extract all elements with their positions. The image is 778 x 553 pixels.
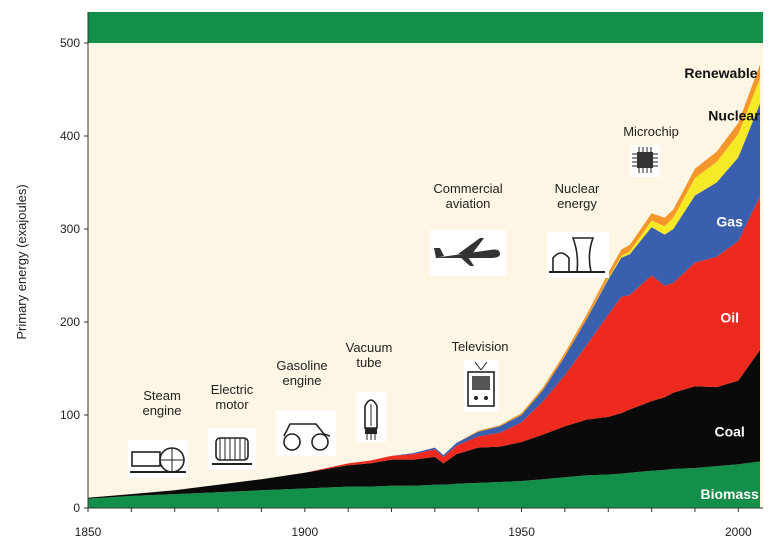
- invention-annotations: Steam engine Electric motor Gasoline engine Va…: [128, 124, 679, 478]
- invention-label: Steam engine: [142, 388, 181, 418]
- y-tick-label: 400: [60, 129, 80, 143]
- y-tick-label: 500: [60, 36, 80, 50]
- axes: 0 100 200 300 400 500 1850 1900 1950 2000: [60, 12, 763, 539]
- microchip-icon: [630, 145, 660, 177]
- y-tick-label: 100: [60, 408, 80, 422]
- x-tick-label: 1950: [508, 525, 535, 539]
- invention-label: Commercial aviation: [433, 181, 502, 211]
- steam-engine-icon: [128, 440, 188, 478]
- invention-label: Microchip: [623, 124, 679, 139]
- label-biomass: Biomass: [700, 486, 759, 502]
- vacuum-tube-icon: [356, 392, 386, 442]
- y-axis-label: Primary energy (exajoules): [14, 184, 29, 339]
- y-tick-label: 0: [73, 501, 80, 515]
- invention-label: Vacuum tube: [346, 340, 393, 370]
- airplane-icon: [430, 230, 506, 276]
- area-coal: [88, 349, 760, 499]
- label-coal: Coal: [714, 424, 744, 440]
- label-renewable: Renewable: [684, 65, 757, 81]
- x-tick-label: 2000: [725, 525, 752, 539]
- invention-label: Gasoline engine: [276, 358, 327, 388]
- invention-label: Nuclear energy: [555, 181, 600, 211]
- y-tick-label: 300: [60, 222, 80, 236]
- x-tick-label: 1850: [75, 525, 102, 539]
- y-tick-label: 200: [60, 315, 80, 329]
- television-icon: [464, 360, 498, 412]
- area-oil: [88, 196, 760, 498]
- label-nuclear: Nuclear: [708, 108, 760, 124]
- area-series-group: [88, 64, 760, 508]
- label-gas: Gas: [716, 214, 743, 230]
- nuclear-plant-icon: [547, 232, 609, 278]
- invention-label: Television: [451, 339, 508, 354]
- area-biomass: [88, 461, 760, 508]
- invention-label: Electric motor: [211, 382, 254, 412]
- x-tick-label: 1900: [291, 525, 318, 539]
- electric-motor-icon: [208, 428, 256, 470]
- label-oil: Oil: [720, 309, 739, 325]
- series-labels: Biomass Coal Oil Gas Nuclear Renewable: [684, 65, 760, 502]
- gasoline-car-icon: [276, 410, 336, 456]
- top-band: [88, 12, 763, 43]
